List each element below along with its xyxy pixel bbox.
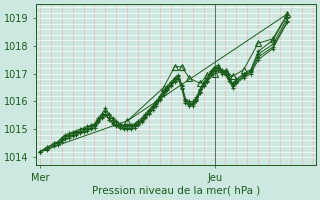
- X-axis label: Pression niveau de la mer( hPa ): Pression niveau de la mer( hPa ): [92, 186, 260, 196]
